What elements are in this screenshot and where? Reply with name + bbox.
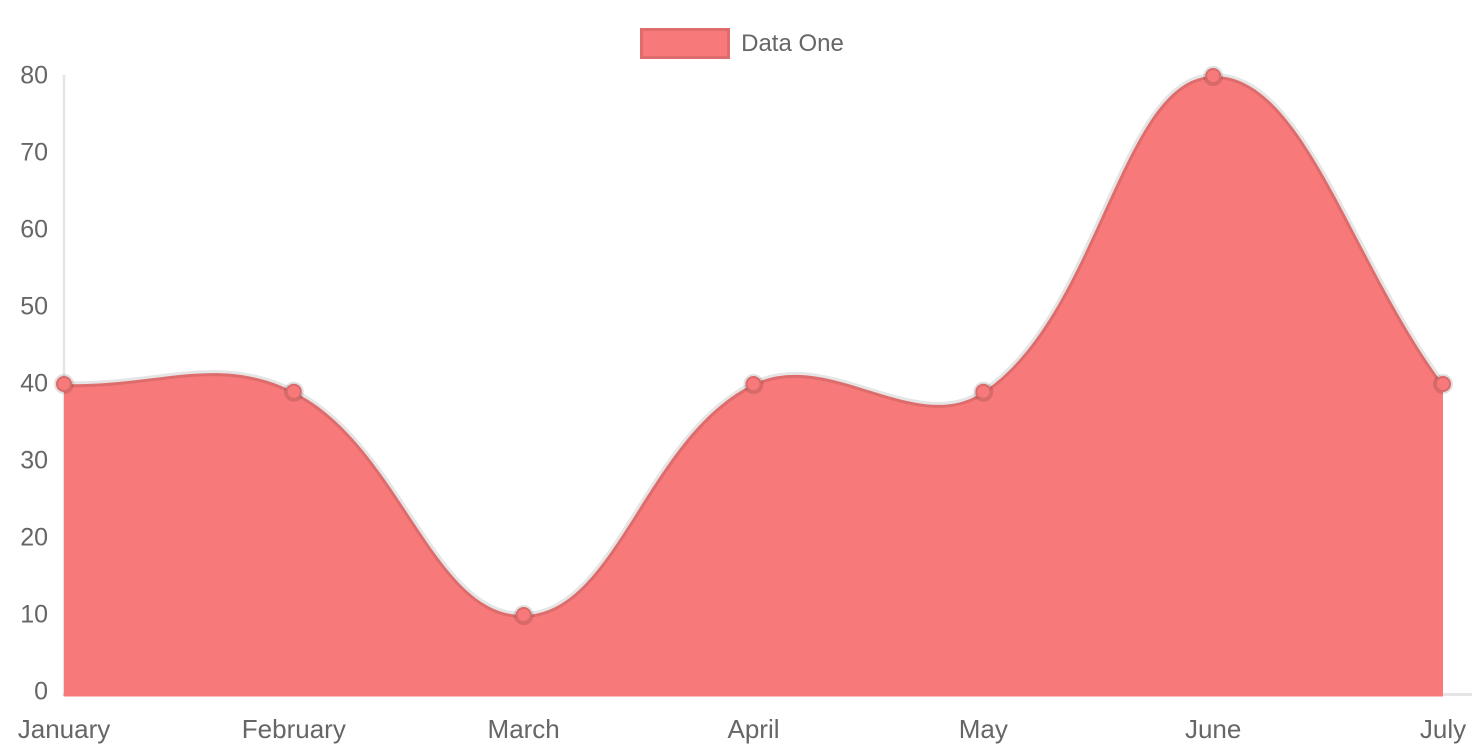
y-tick-label: 0	[34, 677, 48, 706]
data-point[interactable]	[973, 381, 994, 402]
y-tick-label: 30	[20, 446, 48, 475]
data-point[interactable]	[1433, 374, 1453, 394]
data-point[interactable]	[283, 381, 304, 402]
x-axis-label: April	[727, 714, 780, 744]
data-point[interactable]	[1203, 66, 1224, 86]
legend: Data One	[0, 28, 1484, 59]
data-point[interactable]	[54, 374, 74, 394]
y-tick-label: 10	[20, 600, 48, 629]
y-tick-label: 20	[20, 523, 48, 552]
legend-item-data-one[interactable]: Data One	[640, 28, 844, 59]
y-tick-label: 50	[20, 292, 48, 321]
x-axis-label: May	[958, 714, 1008, 744]
legend-swatch	[640, 28, 731, 59]
data-point[interactable]	[743, 374, 764, 394]
x-axis-label: July	[1419, 714, 1467, 744]
x-axis-label: February	[241, 714, 346, 744]
x-axis-label: March	[487, 714, 560, 744]
x-axis-label: January	[17, 714, 111, 744]
data-point[interactable]	[513, 605, 534, 625]
y-tick-label: 70	[20, 138, 48, 167]
y-tick-label: 60	[20, 215, 48, 244]
y-tick-label: 40	[20, 369, 48, 398]
x-axis-label: June	[1184, 714, 1242, 744]
legend-label: Data One	[741, 30, 844, 57]
y-tick-label: 80	[20, 61, 48, 90]
